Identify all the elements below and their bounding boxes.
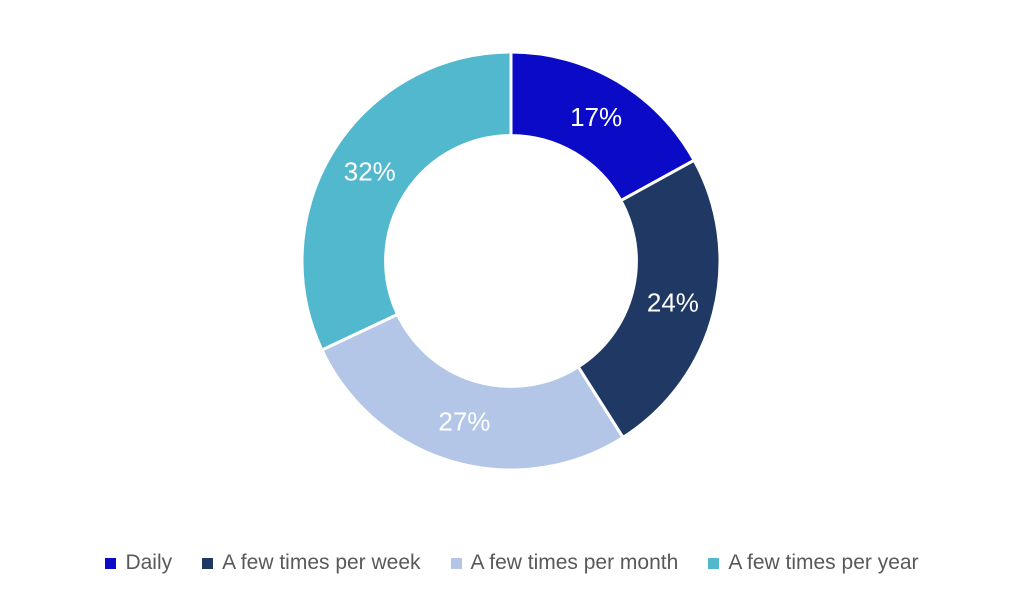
legend-item-1: A few times per week <box>202 550 421 575</box>
legend-item-2: A few times per month <box>450 550 679 575</box>
slice-data-label-3: 32% <box>344 156 396 186</box>
legend-swatch-icon <box>105 557 117 569</box>
slice-data-label-1: 24% <box>647 288 699 318</box>
donut-chart: 17% 24% 27% 32% <box>300 50 722 472</box>
legend-item-0: Daily <box>105 550 172 575</box>
legend-label: A few times per week <box>222 551 421 575</box>
legend-swatch-icon <box>202 557 214 569</box>
slice-data-label-0: 17% <box>570 102 622 132</box>
donut-slice-1 <box>576 158 722 440</box>
slice-data-label-2: 27% <box>438 407 490 437</box>
donut-slice-2 <box>319 312 626 472</box>
chart-legend: Daily A few times per week A few times per… <box>0 547 1024 579</box>
legend-label: A few times per year <box>728 551 919 575</box>
legend-label: A few times per month <box>470 551 679 575</box>
legend-label: Daily <box>125 551 173 575</box>
legend-swatch-icon <box>450 557 462 569</box>
donut-slice-3 <box>300 50 513 352</box>
legend-swatch-icon <box>708 557 720 569</box>
legend-item-3: A few times per year <box>708 550 919 575</box>
